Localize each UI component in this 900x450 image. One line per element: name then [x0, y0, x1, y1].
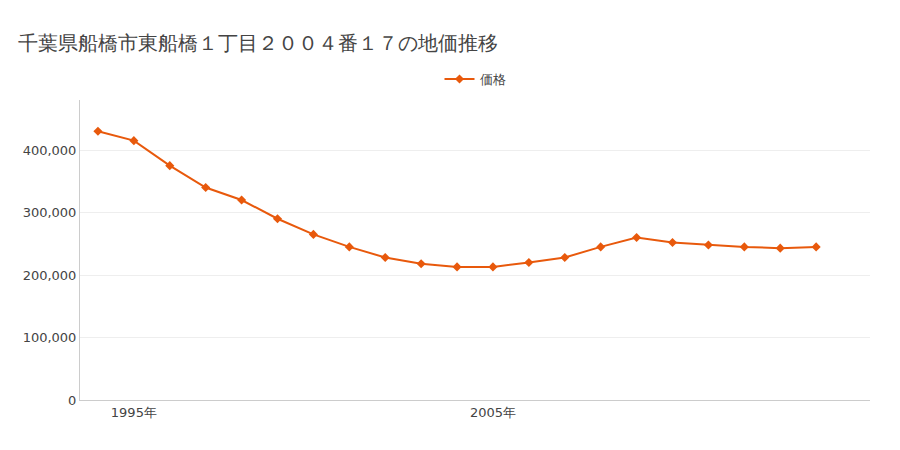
svg-text:300,000: 300,000: [23, 205, 77, 220]
svg-text:価格: 価格: [480, 72, 506, 87]
svg-text:200,000: 200,000: [23, 268, 77, 283]
svg-text:千葉県船橋市東船橋１丁目２００４番１７の地価推移: 千葉県船橋市東船橋１丁目２００４番１７の地価推移: [18, 31, 498, 55]
svg-text:2005年: 2005年: [470, 405, 516, 420]
svg-text:1995年: 1995年: [111, 405, 157, 420]
svg-text:0: 0: [68, 393, 76, 408]
svg-text:400,000: 400,000: [23, 143, 77, 158]
svg-text:100,000: 100,000: [23, 330, 77, 345]
